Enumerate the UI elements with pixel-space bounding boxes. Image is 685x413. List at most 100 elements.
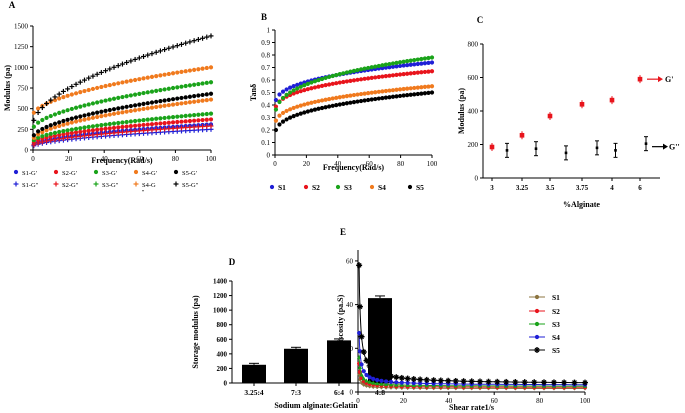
panel-b-point-4 — [376, 96, 381, 101]
panel-d-label: D — [229, 257, 236, 267]
panel-b-point-4 — [390, 94, 396, 99]
panel-b-point-3 — [373, 90, 378, 95]
panel-b-point-1 — [316, 84, 321, 89]
panel-d-bar — [327, 340, 351, 383]
panel-a-point-7 — [65, 108, 70, 113]
panel-a-point-7 — [200, 81, 205, 86]
panel-d-xtick-label: 6:4 — [334, 388, 344, 397]
panel-b-xtick-label: 20 — [303, 160, 311, 168]
panel-b-point-1 — [358, 77, 364, 82]
panel-e-point-4-d2 — [364, 358, 369, 363]
panel-b-point-2 — [312, 79, 318, 84]
panel-a-point-9 — [111, 64, 117, 70]
panel-a-point-8 — [141, 76, 146, 81]
panel-e-ytick-label: 40 — [346, 301, 354, 309]
panel-d-ytick-label: 200 — [217, 365, 228, 373]
panel-a-point-3 — [187, 100, 193, 105]
panel-a-xlabel: Frequency(Rad/s) — [91, 156, 153, 165]
panel-e-xtick-label: 100 — [580, 397, 591, 405]
panel-a-point-4 — [141, 101, 146, 106]
panel-a-point-4 — [57, 120, 62, 125]
panel-b-point-3 — [330, 96, 335, 101]
panel-a-point-2 — [69, 127, 74, 132]
panel-b-point-4 — [351, 100, 357, 105]
panel-a-point-3 — [36, 132, 41, 137]
panel-b-point-4 — [323, 105, 328, 110]
panel-c-xtick-label: 4 — [610, 184, 614, 192]
panel-a-point-3 — [145, 106, 150, 111]
panel-a-ytick-label: 750 — [18, 85, 29, 93]
panel-b-point-2 — [337, 72, 342, 77]
panel-a-xtick-label: 40 — [101, 155, 109, 163]
panel-a-point-4 — [48, 123, 53, 128]
panel-e-point-4-d2 — [512, 379, 518, 385]
panel-a-point-2 — [90, 124, 96, 129]
panel-e-xtick-label: 20 — [400, 397, 408, 405]
panel-e-point-4 — [410, 376, 417, 383]
panel-b-point-3 — [351, 92, 357, 98]
panel-e-point-4 — [485, 378, 492, 385]
panel-b-point-3 — [415, 85, 420, 90]
panel-a-point-4 — [187, 94, 193, 99]
panel-a-point-6 — [107, 130, 113, 136]
panel-a-point-2 — [196, 112, 201, 117]
panel-b-point-1 — [373, 75, 378, 80]
panel-b-ytick-label: 0.2 — [261, 127, 270, 135]
panel-d-ytick-label: 600 — [217, 336, 228, 344]
panel-e-point-2 — [357, 365, 363, 370]
panel-b-point-3 — [277, 113, 282, 118]
panel-a-legend-marker — [13, 181, 19, 187]
panel-a-point-2 — [179, 114, 184, 119]
panel-a-point-4 — [158, 99, 163, 104]
panel-e-point-4 — [404, 375, 411, 382]
panel-e-point-4-d2 — [477, 379, 483, 384]
panel-e-point-4 — [363, 357, 370, 364]
panel-a-point-3 — [103, 113, 108, 118]
panel-b-point-1 — [394, 72, 399, 77]
panel-a-point-1 — [78, 129, 83, 134]
panel-a-point-6 — [174, 125, 180, 131]
panel-a-point-6 — [81, 133, 87, 139]
panel-a-point-3 — [141, 106, 146, 112]
panel-a-point-3 — [99, 114, 104, 119]
panel-a-point-1 — [196, 118, 201, 123]
panel-e-xlabel: Shear rate1/s — [449, 403, 494, 412]
panel-a-point-1 — [162, 120, 167, 126]
panel-b-point-0 — [288, 85, 293, 90]
panel-b-point-4 — [312, 107, 318, 112]
panel-b-point-1 — [298, 89, 303, 94]
panel-a-legend-label: S3-G' — [102, 170, 117, 177]
panel-a-point-7 — [107, 97, 112, 102]
panel-a-point-3 — [128, 108, 133, 114]
panel-a-point-9 — [178, 41, 184, 47]
panel-a-point-4 — [73, 115, 79, 120]
panel-b-point-3 — [394, 87, 399, 92]
panel-e-legend-marker — [534, 334, 540, 340]
panel-b-point-4 — [298, 111, 303, 116]
panel-b-point-1 — [376, 74, 381, 80]
panel-a-point-8 — [90, 86, 96, 92]
panel-b-point-1 — [383, 74, 388, 79]
panel-e-point-3 — [424, 381, 429, 386]
panel-a-point-9 — [136, 55, 142, 61]
panel-a-point-3 — [48, 126, 53, 131]
panel-c-xtick-label: 3.5 — [546, 184, 555, 192]
panel-b-point-2 — [330, 73, 335, 79]
panel-b-point-2 — [419, 56, 424, 62]
panel-e-point-4-d2 — [469, 378, 475, 384]
panel-e-point-4-d2 — [399, 375, 405, 381]
panel-a-point-3 — [86, 116, 91, 121]
panel-b-point-3 — [291, 105, 296, 111]
panel-e-point-3 — [405, 380, 410, 385]
panel-a-point-1 — [149, 122, 155, 127]
panel-a-point-7 — [99, 99, 104, 104]
panel-b-point-4 — [330, 103, 335, 108]
panel-e-xtick-label: 60 — [491, 397, 499, 405]
panel-c-gpp-point — [595, 146, 599, 150]
panel-b-point-2 — [415, 57, 420, 62]
panel-a-point-6 — [35, 140, 41, 146]
panel-a-point-7 — [61, 109, 66, 114]
panel-e-point-4 — [452, 377, 459, 384]
panel-e-point-4-d2 — [445, 378, 451, 384]
